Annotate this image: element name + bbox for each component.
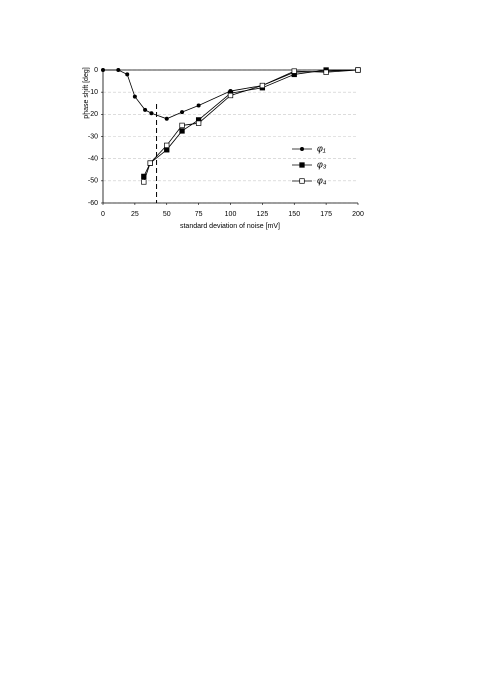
point	[141, 179, 147, 185]
x-tick-label: 150	[288, 211, 300, 218]
point	[291, 68, 297, 74]
point	[259, 82, 266, 89]
x-tick-label: 50	[163, 211, 171, 218]
point	[164, 142, 170, 149]
legend-label: φ₁	[317, 143, 326, 153]
point	[179, 122, 185, 129]
legend-label: φ₄	[317, 175, 327, 185]
y-tick-label: -60	[88, 200, 98, 207]
x-tick-label: 25	[131, 211, 139, 218]
y-tick-label: -20	[88, 111, 98, 118]
y-tick-label: -30	[88, 133, 98, 140]
x-axis-label: standard deviation of noise [mV]	[180, 223, 280, 230]
legend-marker	[299, 162, 305, 168]
x-tick-label: 200	[352, 211, 364, 218]
point	[323, 69, 329, 75]
series-line	[143, 69, 359, 183]
x-tick-label: 175	[320, 211, 332, 218]
point	[195, 120, 202, 126]
series-line	[103, 69, 359, 120]
point	[149, 111, 154, 116]
point	[141, 173, 147, 180]
y-tick-label: -50	[88, 178, 98, 185]
x-tick-label: 75	[195, 211, 203, 218]
legend-marker	[299, 178, 305, 184]
point	[164, 116, 169, 121]
y-tick-label: 0	[94, 67, 98, 74]
y-axis-label: phase shift [deg]	[83, 67, 90, 118]
y-tick-label: -10	[88, 89, 98, 96]
point	[196, 103, 201, 108]
point	[355, 67, 361, 73]
x-tick-label: 125	[257, 211, 269, 218]
point	[125, 72, 130, 77]
point	[227, 92, 234, 99]
point	[180, 110, 185, 115]
x-tick-label: 100	[225, 211, 237, 218]
point	[179, 128, 185, 134]
point	[147, 160, 153, 166]
point	[164, 147, 170, 153]
y-tick-label: -40	[88, 156, 98, 163]
point	[116, 68, 121, 72]
legend-marker	[300, 147, 304, 151]
series-line	[143, 69, 358, 177]
point	[143, 107, 148, 112]
point	[132, 94, 137, 99]
x-tick-label: 0	[101, 211, 105, 218]
point	[101, 68, 105, 72]
legend-label: φ₃	[317, 159, 327, 169]
